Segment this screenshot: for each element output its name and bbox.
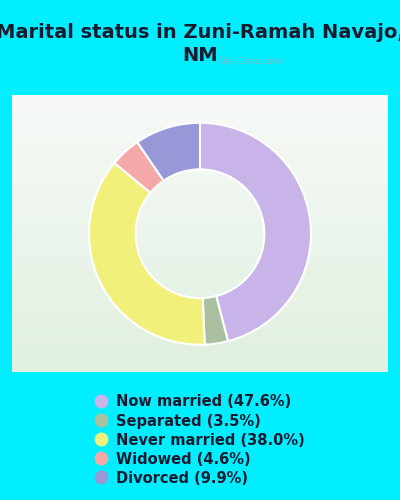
Wedge shape bbox=[200, 122, 311, 341]
Wedge shape bbox=[114, 142, 164, 192]
Legend: Now married (47.6%), Separated (3.5%), Never married (38.0%), Widowed (4.6%), Di: Now married (47.6%), Separated (3.5%), N… bbox=[91, 390, 309, 490]
Text: City-Data.com: City-Data.com bbox=[218, 57, 282, 66]
Text: Marital status in Zuni-Ramah Navajo,
NM: Marital status in Zuni-Ramah Navajo, NM bbox=[0, 22, 400, 65]
Wedge shape bbox=[203, 296, 228, 344]
Wedge shape bbox=[137, 122, 200, 180]
Wedge shape bbox=[89, 163, 205, 344]
